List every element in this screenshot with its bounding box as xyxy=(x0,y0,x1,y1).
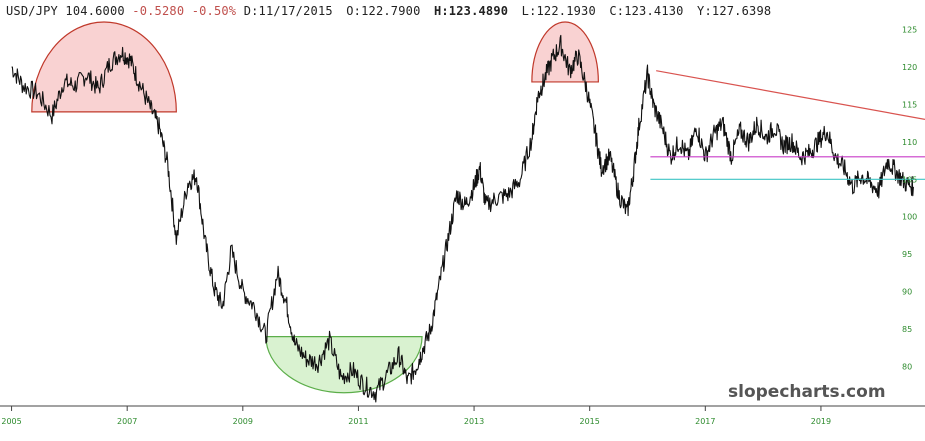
watermark: slopecharts.com xyxy=(728,382,886,402)
y-tick-label-90: 90 xyxy=(902,288,912,297)
annotation-shapes xyxy=(31,21,599,394)
price-series xyxy=(11,34,914,403)
y-tick-label-120: 120 xyxy=(902,63,917,72)
last-price: 104.6000 xyxy=(65,4,125,18)
date-label: D: xyxy=(243,4,259,18)
high-value: 123.4890 xyxy=(448,4,509,18)
x-tick-label-2007: 2007 xyxy=(117,417,137,426)
price-line xyxy=(11,34,914,403)
y-tick-label-85: 85 xyxy=(902,325,912,334)
change-value: -0.5280 xyxy=(132,4,185,18)
x-tick-label-2019: 2019 xyxy=(811,417,831,426)
close-value: 123.4130 xyxy=(624,4,684,18)
open-label: O: xyxy=(346,4,362,18)
red-semicircle-1 xyxy=(531,21,599,83)
symbol: USD/JPY xyxy=(6,4,58,18)
red-semicircle-0 xyxy=(31,21,177,113)
high-label: H: xyxy=(433,4,449,18)
date-value: 11/17/2015 xyxy=(258,4,333,18)
x-axis-ticks: 2005 2007 2009 2011 2013 2015 2017 2019 xyxy=(1,406,831,426)
ytd-value: 127.6398 xyxy=(711,4,772,18)
green-semicircle-2 xyxy=(265,335,423,394)
resistance-trendline xyxy=(656,70,925,120)
close-label: C: xyxy=(609,4,625,18)
x-tick-label-2009: 2009 xyxy=(233,417,253,426)
y-tick-label-125: 125 xyxy=(902,25,917,34)
ticker-header: USD/JPY 104.6000 -0.5280 -0.50% D:11/17/… xyxy=(6,4,771,18)
y-tick-label-95: 95 xyxy=(902,250,912,259)
x-tick-label-2011: 2011 xyxy=(348,417,368,426)
x-tick-label-2015: 2015 xyxy=(580,417,600,426)
ytd-label: Y: xyxy=(697,4,712,18)
change-percent: -0.50% xyxy=(191,4,237,18)
x-tick-label-2005: 2005 xyxy=(1,417,21,426)
low-value: 122.1930 xyxy=(536,4,596,18)
x-tick-label-2013: 2013 xyxy=(464,417,484,426)
y-tick-label-80: 80 xyxy=(902,363,912,372)
y-tick-label-100: 100 xyxy=(902,213,917,222)
y-tick-label-105: 105 xyxy=(902,175,917,184)
low-label: L: xyxy=(521,4,537,18)
open-value: 122.7900 xyxy=(361,4,421,18)
y-tick-label-115: 115 xyxy=(902,100,917,109)
y-axis-ticks: 80 85 90 95 100 105 110 115 120 125 xyxy=(902,25,917,371)
annotation-lines xyxy=(650,70,925,180)
y-tick-label-110: 110 xyxy=(902,138,917,147)
x-tick-label-2017: 2017 xyxy=(695,417,715,426)
